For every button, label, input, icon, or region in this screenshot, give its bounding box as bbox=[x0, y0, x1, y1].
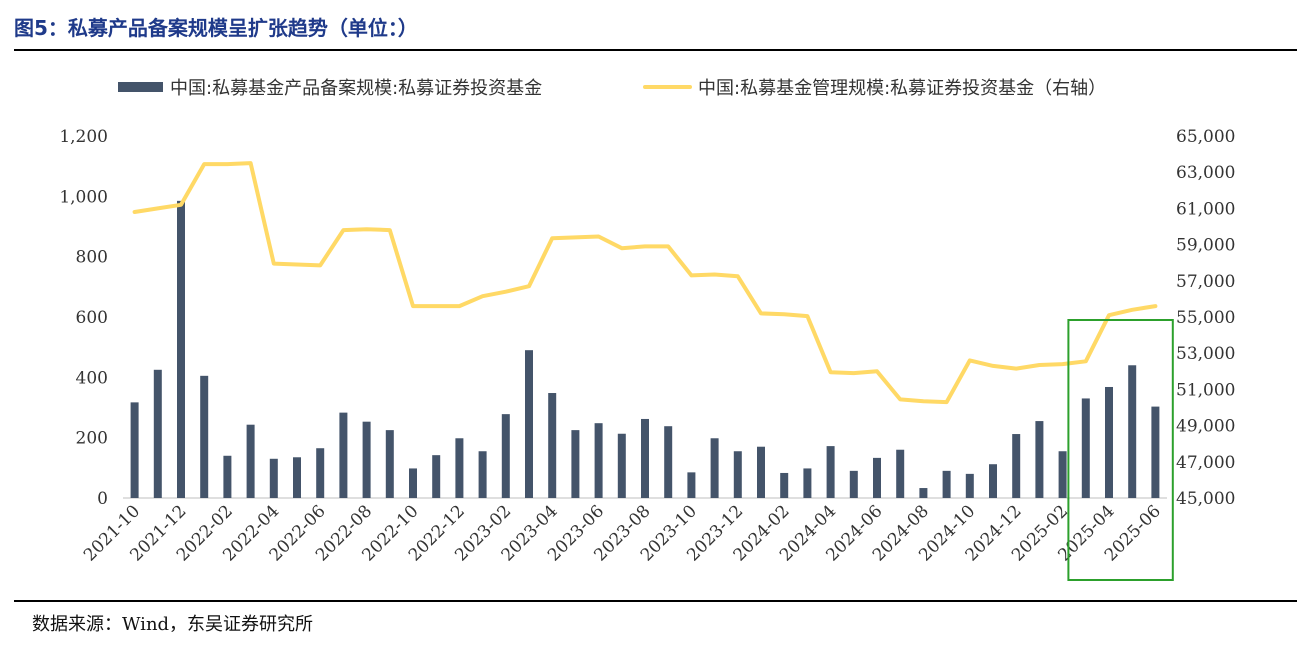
y-right-tick-label: 57,000 bbox=[1176, 272, 1235, 292]
bar bbox=[177, 200, 185, 498]
legend-swatch-bar bbox=[118, 82, 163, 92]
bar bbox=[757, 446, 765, 498]
legend-label-bar: 中国:私募基金产品备案规模:私募证券投资基金 bbox=[170, 78, 542, 99]
bar bbox=[339, 412, 348, 498]
bar bbox=[617, 433, 626, 498]
bar bbox=[385, 430, 394, 498]
bar bbox=[780, 472, 789, 498]
bar bbox=[478, 451, 487, 498]
bar bbox=[130, 402, 139, 498]
source-note: 数据来源：Wind，东吴证券研究所 bbox=[32, 614, 314, 635]
bar bbox=[826, 446, 835, 498]
bar bbox=[200, 375, 209, 498]
y-right-tick-label: 49,000 bbox=[1176, 417, 1235, 437]
bar bbox=[1035, 421, 1044, 498]
bar bbox=[594, 423, 603, 498]
y-left-tick-label: 200 bbox=[76, 429, 108, 449]
bar bbox=[1058, 451, 1067, 498]
y-left-tick-label: 1,200 bbox=[59, 127, 108, 147]
source-rule bbox=[14, 600, 1297, 602]
bar bbox=[896, 449, 905, 498]
y-right-tick-label: 51,000 bbox=[1176, 380, 1235, 400]
bar bbox=[710, 438, 719, 498]
y-right-tick-label: 61,000 bbox=[1176, 199, 1235, 219]
y-right-tick-label: 45,000 bbox=[1176, 489, 1235, 509]
bar bbox=[1081, 398, 1090, 498]
bar bbox=[687, 472, 696, 498]
bar bbox=[919, 488, 928, 498]
bar bbox=[1012, 434, 1021, 498]
bar bbox=[641, 418, 649, 498]
y-left-tick-label: 400 bbox=[76, 368, 108, 388]
bar bbox=[803, 468, 812, 498]
bar bbox=[223, 455, 232, 498]
bar bbox=[1151, 406, 1160, 498]
y-right-tick-label: 47,000 bbox=[1176, 453, 1235, 473]
bar bbox=[316, 448, 325, 498]
y-right-tick-label: 55,000 bbox=[1176, 308, 1235, 328]
bar bbox=[664, 426, 673, 498]
y-left-tick-label: 600 bbox=[76, 308, 108, 328]
y-right-tick-label: 63,000 bbox=[1176, 163, 1235, 183]
y-left-tick-label: 1,000 bbox=[59, 187, 108, 207]
bar bbox=[432, 455, 441, 498]
bar bbox=[548, 393, 557, 498]
y-right-tick-label: 53,000 bbox=[1176, 344, 1235, 364]
bar bbox=[293, 457, 301, 498]
bar bbox=[246, 424, 255, 498]
y-left-tick-label: 0 bbox=[97, 489, 108, 509]
bar bbox=[571, 430, 580, 498]
bar bbox=[525, 350, 533, 498]
bar bbox=[501, 414, 510, 498]
bar bbox=[989, 464, 997, 498]
highlight-box bbox=[1067, 319, 1174, 581]
chart: 0 200 400 600 800 1,000 1,200 45,000 47,000 49,00… bbox=[59, 78, 1235, 581]
bar bbox=[849, 470, 858, 498]
line-series bbox=[132, 161, 1158, 405]
bar bbox=[1128, 365, 1137, 498]
y-right-tick-label: 59,000 bbox=[1176, 236, 1235, 256]
bar bbox=[409, 468, 417, 498]
legend-label-line: 中国:私募基金管理规模:私募证券投资基金（右轴） bbox=[698, 78, 1106, 99]
bar bbox=[269, 458, 278, 498]
bar bbox=[1105, 386, 1113, 498]
bar bbox=[733, 451, 742, 498]
bar bbox=[873, 457, 881, 498]
bar bbox=[942, 470, 951, 498]
bar bbox=[362, 421, 371, 498]
bar bbox=[153, 369, 162, 498]
title-rule bbox=[14, 49, 1297, 51]
y-right-tick-label: 65,000 bbox=[1176, 127, 1235, 147]
bar bbox=[455, 438, 464, 498]
bar bbox=[965, 473, 974, 498]
figure-title: 图5：私募产品备案规模呈扩张趋势（单位：） bbox=[14, 16, 418, 40]
y-left-tick-label: 800 bbox=[76, 248, 108, 268]
